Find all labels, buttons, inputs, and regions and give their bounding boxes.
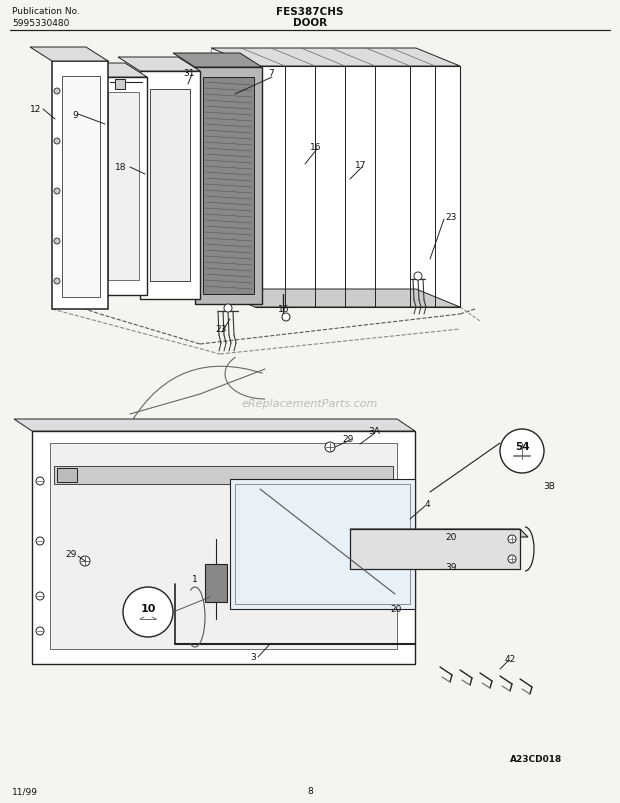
Text: 23: 23: [445, 214, 456, 222]
Text: 1: 1: [192, 575, 198, 584]
Text: 10: 10: [140, 603, 156, 613]
Polygon shape: [350, 529, 528, 537]
Bar: [100, 78, 147, 296]
Text: 16: 16: [310, 143, 322, 153]
Circle shape: [80, 556, 90, 566]
Bar: [230, 479, 415, 609]
Bar: [62, 77, 100, 298]
Circle shape: [508, 556, 516, 563]
Bar: [203, 78, 254, 295]
Text: 42: 42: [505, 654, 516, 663]
Text: eReplacementParts.com: eReplacementParts.com: [242, 398, 378, 409]
Circle shape: [54, 89, 60, 95]
Circle shape: [282, 314, 290, 321]
Text: 16: 16: [278, 305, 290, 314]
Text: 5995330480: 5995330480: [12, 18, 69, 27]
Bar: [195, 68, 262, 304]
Text: 3B: 3B: [543, 482, 555, 491]
Text: 20: 20: [390, 605, 401, 613]
Text: 29: 29: [342, 435, 353, 444]
Circle shape: [54, 279, 60, 284]
Text: 39: 39: [445, 563, 456, 572]
Polygon shape: [115, 80, 125, 90]
Text: 23: 23: [215, 325, 226, 334]
Circle shape: [36, 537, 44, 545]
Bar: [32, 431, 415, 664]
Circle shape: [54, 189, 60, 195]
Text: 20: 20: [445, 532, 456, 541]
Text: FES387CHS: FES387CHS: [277, 7, 343, 17]
Circle shape: [54, 238, 60, 245]
Text: 54: 54: [515, 442, 529, 451]
Polygon shape: [57, 468, 77, 483]
Circle shape: [36, 593, 44, 601]
Bar: [52, 62, 108, 310]
Text: 11/99: 11/99: [12, 786, 38, 796]
Text: 17: 17: [355, 161, 366, 169]
Polygon shape: [30, 48, 108, 62]
Circle shape: [54, 139, 60, 145]
Circle shape: [414, 273, 422, 281]
Polygon shape: [255, 67, 460, 308]
Text: Publication No.: Publication No.: [12, 7, 80, 17]
Text: 3: 3: [250, 653, 255, 662]
Bar: [108, 93, 139, 281]
Circle shape: [36, 478, 44, 485]
Polygon shape: [118, 58, 200, 72]
Text: 31: 31: [183, 68, 195, 77]
Text: DOOR: DOOR: [293, 18, 327, 28]
Text: 8: 8: [307, 786, 313, 796]
Text: 12: 12: [30, 105, 42, 114]
Text: 29: 29: [65, 550, 76, 559]
Text: A23CD018: A23CD018: [510, 755, 562, 764]
Text: 7: 7: [268, 68, 274, 77]
Circle shape: [508, 536, 516, 544]
Circle shape: [36, 627, 44, 635]
Polygon shape: [211, 49, 460, 67]
Bar: [150, 90, 190, 282]
Polygon shape: [211, 290, 460, 308]
Bar: [0, 30, 620, 419]
Circle shape: [224, 304, 232, 312]
Polygon shape: [350, 529, 520, 569]
Circle shape: [123, 587, 173, 638]
Polygon shape: [14, 419, 415, 431]
Bar: [140, 72, 200, 300]
Bar: [54, 467, 393, 484]
Polygon shape: [205, 565, 227, 602]
Bar: [235, 484, 410, 604]
Circle shape: [500, 430, 544, 474]
Text: 3A: 3A: [368, 427, 380, 436]
Text: 18: 18: [115, 163, 126, 173]
Text: 4: 4: [425, 500, 431, 509]
Polygon shape: [78, 64, 147, 78]
Text: 9: 9: [72, 110, 78, 120]
Bar: [50, 443, 397, 649]
Circle shape: [325, 442, 335, 452]
Polygon shape: [173, 54, 262, 68]
